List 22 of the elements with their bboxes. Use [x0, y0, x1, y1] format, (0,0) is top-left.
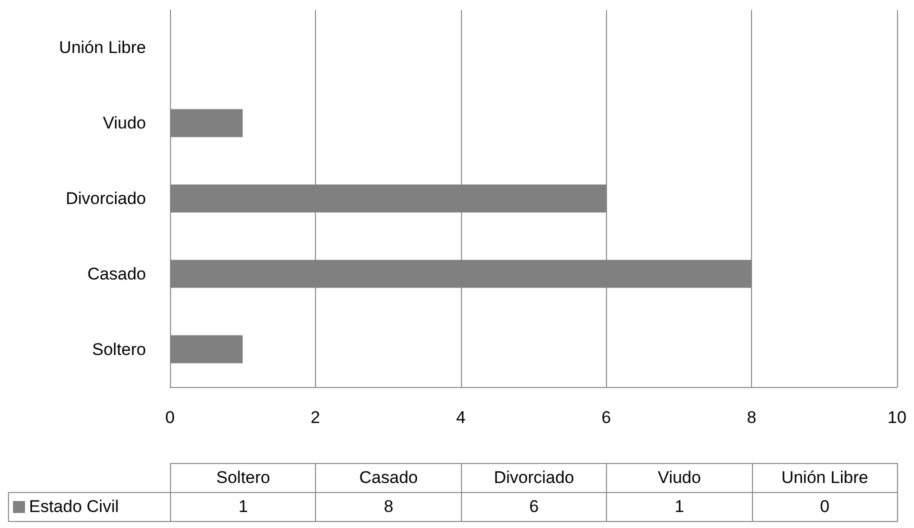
y-tick-label: Soltero	[92, 340, 146, 359]
category-label: Casado	[359, 468, 418, 487]
category-label: Viudo	[658, 468, 701, 487]
x-tick-label: 4	[456, 408, 466, 427]
legend-label: Estado Civil	[8, 492, 171, 522]
category-label: Divorciado	[494, 468, 574, 487]
y-tick-label: Divorciado	[66, 189, 146, 208]
category-label: Unión Libre	[781, 468, 868, 487]
y-tick-label: Casado	[87, 264, 146, 284]
x-tick-label: 10	[888, 408, 906, 427]
x-tick-label: 2	[310, 408, 320, 427]
text: 8	[315, 492, 462, 522]
text: 6	[460, 492, 608, 522]
text: 1	[606, 492, 753, 522]
y-tick-label: Viudo	[102, 114, 146, 133]
category-label: Soltero	[216, 468, 270, 487]
text: 1	[170, 492, 316, 522]
x-tick-label: 0	[165, 408, 175, 427]
y-tick-label: Unión Libre	[59, 38, 146, 58]
x-tick-label: 8	[746, 408, 756, 427]
text: 0	[752, 492, 898, 522]
x-tick-label: 6	[601, 408, 611, 427]
